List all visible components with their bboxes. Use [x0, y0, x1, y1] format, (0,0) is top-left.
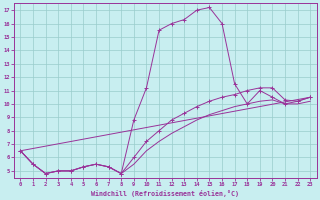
X-axis label: Windchill (Refroidissement éolien,°C): Windchill (Refroidissement éolien,°C) [91, 190, 239, 197]
